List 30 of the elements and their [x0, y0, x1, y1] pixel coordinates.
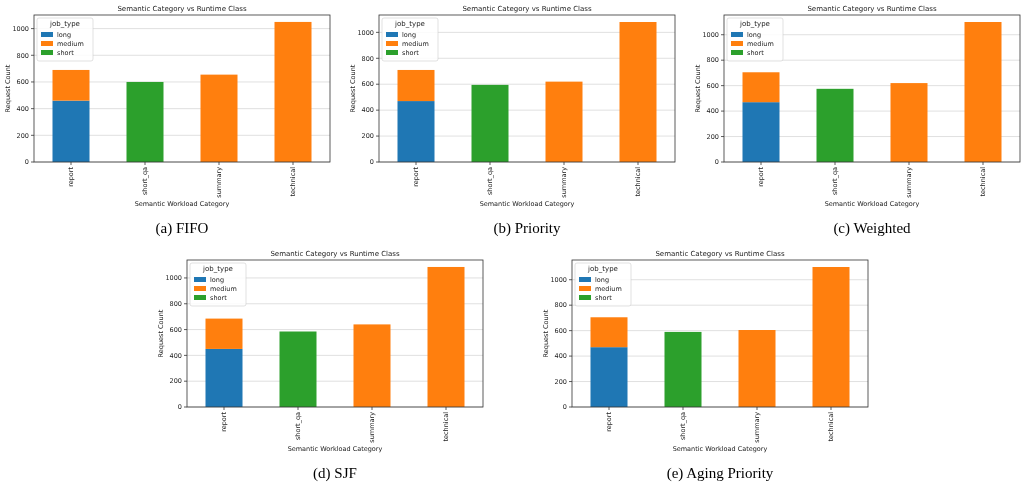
- bar: [205, 318, 243, 349]
- bar: [619, 22, 657, 162]
- bar: [545, 81, 583, 162]
- bar: [964, 22, 1002, 162]
- bar: [279, 331, 317, 407]
- bar: [427, 266, 465, 407]
- bar: [52, 100, 90, 162]
- bar: [742, 72, 780, 103]
- text: (e) Aging Priority: [666, 465, 774, 482]
- bar: [738, 330, 776, 407]
- bar: [274, 21, 312, 162]
- bar: [397, 69, 435, 102]
- bar: [205, 348, 243, 407]
- bar: [816, 88, 854, 162]
- bar: [742, 102, 780, 162]
- text: (a) FIFO: [155, 220, 209, 237]
- bar: [471, 84, 509, 162]
- bar: [397, 101, 435, 162]
- text: (b) Priority: [493, 220, 562, 237]
- text: (c) Weighted: [833, 220, 912, 237]
- bar: [812, 267, 850, 407]
- bar: [664, 331, 702, 407]
- bar: [52, 69, 90, 101]
- text: (d) SJF: [313, 465, 357, 482]
- bar: [200, 74, 238, 162]
- bar: [590, 317, 628, 348]
- bar: [353, 324, 391, 407]
- bar: [126, 81, 164, 162]
- bar: [890, 83, 928, 162]
- bar: [590, 347, 628, 407]
